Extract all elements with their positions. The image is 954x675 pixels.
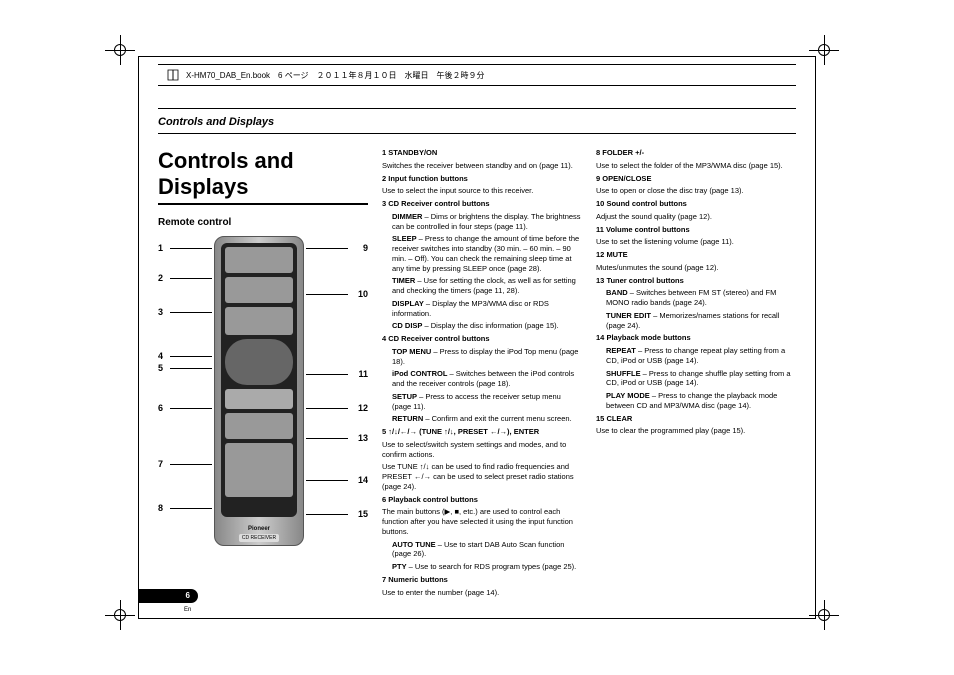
callout-number-left: 7 — [158, 459, 163, 469]
callout-line — [170, 408, 212, 409]
callout-number-right: 12 — [358, 403, 368, 413]
item-heading: 9 OPEN/CLOSE — [596, 174, 796, 184]
item-sub: DISPLAY – Display the MP3/WMA disc or RD… — [392, 299, 582, 319]
right-column: 8 FOLDER +/- Use to select the folder of … — [596, 148, 796, 600]
item-text: The main buttons (▶, ■, etc.) are used t… — [382, 507, 582, 536]
remote-body: Pioneer CD RECEIVER — [214, 236, 304, 546]
item-text: Adjust the sound quality (page 12). — [596, 212, 796, 222]
callout-line — [170, 464, 212, 465]
item-sub: TUNER EDIT – Memorizes/names stations fo… — [606, 311, 796, 331]
item-heading: 15 CLEAR — [596, 414, 796, 424]
item-text: Use to set the listening volume (page 11… — [596, 237, 796, 247]
item-heading: 4 CD Receiver control buttons — [382, 334, 582, 344]
callout-line — [306, 480, 348, 481]
item-sub: SETUP – Press to access the receiver set… — [392, 392, 582, 412]
item-sub: SLEEP – Press to change the amount of ti… — [392, 234, 582, 273]
item-heading: 13 Tuner control buttons — [596, 276, 796, 286]
item-sub: REPEAT – Press to change repeat play set… — [606, 346, 796, 366]
callout-number-left: 1 — [158, 243, 163, 253]
title-underline — [158, 203, 368, 205]
header-text: X-HM70_DAB_En.book 6 ページ ２０１１年８月１０日 水曜日 … — [186, 70, 485, 81]
callout-number-left: 8 — [158, 503, 163, 513]
item-heading: 5 ↑/↓/←/→ (TUNE ↑/↓, PRESET ←/→), ENTER — [382, 427, 582, 437]
item-sub: DIMMER – Dims or brightens the display. … — [392, 212, 582, 232]
middle-column: 1 STANDBY/ON Switches the receiver betwee… — [382, 148, 582, 600]
callout-number-right: 14 — [358, 475, 368, 485]
document-header: X-HM70_DAB_En.book 6 ページ ２０１１年８月１０日 水曜日 … — [158, 64, 796, 86]
item-heading: 2 Input function buttons — [382, 174, 582, 184]
callout-number-right: 13 — [358, 433, 368, 443]
left-column: Controls and Displays Remote control Pio… — [158, 148, 368, 600]
callout-number-right: 9 — [363, 243, 368, 253]
item-sub: iPod CONTROL – Switches between the iPod… — [392, 369, 582, 389]
item-text: Switches the receiver between standby an… — [382, 161, 582, 171]
section-header-text: Controls and Displays — [158, 116, 274, 128]
item-text: Use to enter the number (page 14). — [382, 588, 582, 598]
item-heading: 7 Numeric buttons — [382, 575, 582, 585]
item-sub: SHUFFLE – Press to change shuffle play s… — [606, 369, 796, 389]
item-sub: AUTO TUNE – Use to start DAB Auto Scan f… — [392, 540, 582, 560]
callout-line — [170, 248, 212, 249]
page-language: En — [184, 607, 191, 613]
callout-number-left: 6 — [158, 403, 163, 413]
callout-line — [306, 294, 348, 295]
item-text: Use to select/switch system settings and… — [382, 440, 582, 460]
item-heading: 6 Playback control buttons — [382, 495, 582, 505]
item-heading: 10 Sound control buttons — [596, 199, 796, 209]
callout-line — [170, 312, 212, 313]
item-text: Use to open or close the disc tray (page… — [596, 186, 796, 196]
callout-number-right: 15 — [358, 509, 368, 519]
item-sub: RETURN – Confirm and exit the current me… — [392, 414, 582, 424]
callout-line — [306, 514, 348, 515]
remote-diagram: Pioneer CD RECEIVER 12345678910111213141… — [158, 236, 368, 556]
page-number: 6 — [186, 591, 190, 600]
remote-brand: Pioneer — [215, 526, 303, 532]
item-heading: 1 STANDBY/ON — [382, 148, 582, 158]
callout-line — [306, 374, 348, 375]
item-heading: 8 FOLDER +/- — [596, 148, 796, 158]
item-heading: 3 CD Receiver control buttons — [382, 199, 582, 209]
item-sub: CD DISP – Display the disc information (… — [392, 321, 582, 331]
callout-number-left: 4 — [158, 351, 163, 361]
remote-model-label: CD RECEIVER — [239, 534, 279, 542]
callout-line — [306, 408, 348, 409]
callout-number-right: 11 — [358, 369, 368, 379]
callout-line — [170, 368, 212, 369]
callout-number-left: 5 — [158, 363, 163, 373]
item-heading: 14 Playback mode buttons — [596, 333, 796, 343]
item-text: Use to select the input source to this r… — [382, 186, 582, 196]
item-heading: 12 MUTE — [596, 250, 796, 260]
item-text: Use TUNE ↑/↓ can be used to find radio f… — [382, 462, 582, 491]
callout-number-left: 2 — [158, 273, 163, 283]
book-icon — [166, 68, 180, 82]
item-text: Use to clear the programmed play (page 1… — [596, 426, 796, 436]
section-header: Controls and Displays — [158, 108, 796, 134]
callout-line — [306, 248, 348, 249]
callout-line — [170, 356, 212, 357]
item-sub: BAND – Switches between FM ST (stereo) a… — [606, 288, 796, 308]
item-sub: TOP MENU – Press to display the iPod Top… — [392, 347, 582, 367]
callout-line — [170, 278, 212, 279]
content-area: Controls and Displays Controls and Displ… — [158, 108, 796, 605]
callout-line — [170, 508, 212, 509]
item-sub: PLAY MODE – Press to change the playback… — [606, 391, 796, 411]
callout-number-right: 10 — [358, 289, 368, 299]
page-number-badge: 6 — [138, 589, 198, 603]
item-text: Mutes/unmutes the sound (page 12). — [596, 263, 796, 273]
callout-number-left: 3 — [158, 307, 163, 317]
main-title: Controls and Displays — [158, 148, 368, 200]
item-text: Use to select the folder of the MP3/WMA … — [596, 161, 796, 171]
callout-line — [306, 438, 348, 439]
item-heading: 11 Volume control buttons — [596, 225, 796, 235]
item-sub: TIMER – Use for setting the clock, as we… — [392, 276, 582, 296]
item-sub: PTY – Use to search for RDS program type… — [392, 562, 582, 572]
sub-heading: Remote control — [158, 217, 368, 228]
